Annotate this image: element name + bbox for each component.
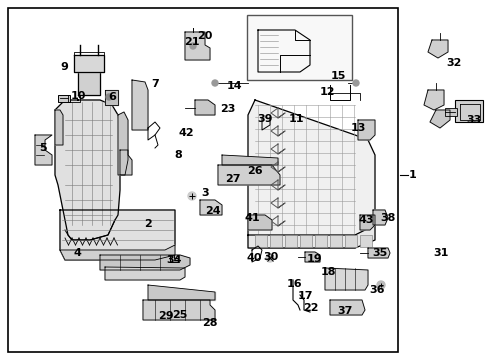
Bar xyxy=(454,100,482,122)
Polygon shape xyxy=(105,267,184,280)
Text: 31: 31 xyxy=(432,248,448,258)
Text: 26: 26 xyxy=(246,166,262,176)
Circle shape xyxy=(265,254,273,262)
Bar xyxy=(58,95,70,102)
Circle shape xyxy=(190,43,196,49)
Text: 7: 7 xyxy=(151,79,159,89)
Text: 21: 21 xyxy=(184,37,199,47)
Text: 19: 19 xyxy=(306,254,322,264)
Text: 10: 10 xyxy=(70,91,85,101)
Bar xyxy=(329,235,341,247)
Polygon shape xyxy=(184,32,209,60)
Text: 33: 33 xyxy=(466,115,481,125)
Polygon shape xyxy=(148,285,215,300)
Circle shape xyxy=(187,192,196,200)
Polygon shape xyxy=(359,215,374,230)
Text: 12: 12 xyxy=(319,87,334,97)
Text: 1: 1 xyxy=(408,170,416,180)
Text: 8: 8 xyxy=(174,150,182,160)
Text: 18: 18 xyxy=(320,267,335,277)
Polygon shape xyxy=(74,55,104,72)
Text: 38: 38 xyxy=(380,213,395,223)
Bar xyxy=(254,235,266,247)
Text: 2: 2 xyxy=(144,219,152,229)
Text: 16: 16 xyxy=(286,279,302,289)
Polygon shape xyxy=(142,300,215,320)
Circle shape xyxy=(376,281,384,289)
Polygon shape xyxy=(429,110,449,128)
Polygon shape xyxy=(105,90,118,105)
Text: 39: 39 xyxy=(257,114,272,124)
Polygon shape xyxy=(367,248,389,258)
Bar xyxy=(8,8,397,352)
Text: 35: 35 xyxy=(372,248,387,258)
Polygon shape xyxy=(118,112,128,175)
Polygon shape xyxy=(372,210,387,225)
Polygon shape xyxy=(55,100,120,240)
Polygon shape xyxy=(247,100,374,248)
Text: 9: 9 xyxy=(60,62,68,72)
Text: 3: 3 xyxy=(201,188,208,198)
Polygon shape xyxy=(35,135,52,165)
Polygon shape xyxy=(247,215,271,230)
Bar xyxy=(299,235,311,247)
Text: 32: 32 xyxy=(446,58,461,68)
Text: 11: 11 xyxy=(287,114,303,124)
Polygon shape xyxy=(325,268,367,290)
Text: 25: 25 xyxy=(172,310,187,320)
Text: 4: 4 xyxy=(73,248,81,258)
Text: 37: 37 xyxy=(337,306,352,316)
Polygon shape xyxy=(100,255,190,270)
Polygon shape xyxy=(305,252,319,262)
Text: 22: 22 xyxy=(303,303,318,313)
Polygon shape xyxy=(357,120,374,140)
Text: 40: 40 xyxy=(246,253,261,263)
Text: 36: 36 xyxy=(368,285,384,295)
Polygon shape xyxy=(120,150,132,175)
Polygon shape xyxy=(218,165,280,185)
Bar xyxy=(269,235,282,247)
Polygon shape xyxy=(200,200,222,215)
Text: 27: 27 xyxy=(225,174,240,184)
Bar xyxy=(246,15,351,80)
Text: 17: 17 xyxy=(297,291,312,301)
Bar xyxy=(345,235,356,247)
Polygon shape xyxy=(60,245,175,260)
Text: 23: 23 xyxy=(220,104,235,114)
Polygon shape xyxy=(132,80,148,130)
Text: 42: 42 xyxy=(178,128,193,138)
Polygon shape xyxy=(427,40,447,58)
Text: 15: 15 xyxy=(329,71,345,81)
Text: 24: 24 xyxy=(205,206,221,216)
Text: 34: 34 xyxy=(166,255,182,265)
Circle shape xyxy=(352,80,358,86)
Circle shape xyxy=(212,80,218,86)
Text: 28: 28 xyxy=(202,318,217,328)
Polygon shape xyxy=(55,110,63,145)
Text: 13: 13 xyxy=(349,123,365,133)
Polygon shape xyxy=(60,210,175,260)
Polygon shape xyxy=(222,155,278,165)
Polygon shape xyxy=(195,100,215,115)
Bar xyxy=(314,235,326,247)
Text: 30: 30 xyxy=(263,252,278,262)
Text: 6: 6 xyxy=(108,92,116,102)
Text: 14: 14 xyxy=(226,81,242,91)
Circle shape xyxy=(106,94,112,100)
Polygon shape xyxy=(78,70,100,95)
Polygon shape xyxy=(423,90,443,110)
Text: 41: 41 xyxy=(244,213,259,223)
Bar xyxy=(359,235,371,247)
Text: 20: 20 xyxy=(197,31,212,41)
Polygon shape xyxy=(247,225,374,248)
Text: 43: 43 xyxy=(358,215,373,225)
Polygon shape xyxy=(329,300,364,315)
Bar xyxy=(285,235,296,247)
Text: 5: 5 xyxy=(39,143,47,153)
Text: 29: 29 xyxy=(158,311,173,321)
Bar xyxy=(444,108,456,116)
